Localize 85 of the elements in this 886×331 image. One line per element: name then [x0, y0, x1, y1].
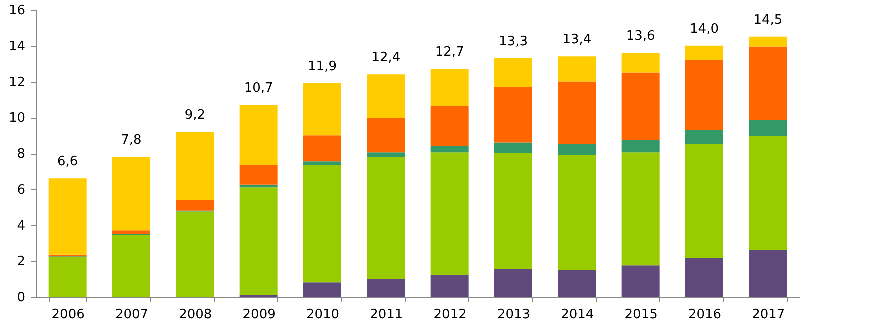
x-tick-label: 2017 [752, 308, 786, 322]
bar [240, 105, 278, 166]
bar [367, 157, 406, 280]
bar [749, 46, 788, 120]
bar [112, 235, 150, 297]
bar [494, 58, 532, 88]
bar [749, 36, 788, 47]
bar [367, 279, 406, 297]
total-label: 14,5 [754, 12, 783, 28]
x-tick-label: 2007 [115, 308, 149, 322]
bar [48, 178, 87, 255]
bar [430, 146, 469, 153]
bar [558, 56, 596, 82]
bar [494, 154, 532, 270]
bar [686, 144, 724, 258]
total-label: 9,2 [184, 108, 206, 123]
y-tick-label: 10 [8, 111, 26, 126]
x-tick-label: 2008 [179, 308, 212, 322]
bar [686, 258, 724, 297]
bar [304, 162, 342, 166]
bar [558, 270, 596, 297]
bar [48, 258, 87, 297]
bar [240, 188, 278, 296]
x-tick-label: 2006 [52, 308, 85, 322]
y-tick-label: 0 [17, 290, 26, 306]
bar [304, 165, 342, 283]
x-tick-label: 2013 [497, 308, 531, 322]
bar [558, 144, 596, 156]
bar [749, 120, 788, 136]
x-tick-label: 2014 [561, 308, 594, 322]
bar [430, 152, 469, 276]
bar [622, 266, 660, 297]
bar [112, 157, 150, 231]
total-label: 11,9 [308, 60, 337, 75]
bar [304, 84, 342, 136]
bar [304, 136, 342, 162]
bar [240, 165, 278, 185]
total-label: 6,6 [57, 154, 78, 170]
bar [622, 53, 660, 73]
bar [494, 142, 532, 154]
y-tick-label: 4 [17, 218, 26, 234]
total-label: 7,8 [121, 133, 142, 148]
bar [430, 106, 469, 146]
bar [367, 118, 406, 153]
total-label: 12,4 [372, 50, 401, 66]
y-tick-label: 16 [8, 4, 26, 18]
total-label: 14,0 [690, 22, 719, 37]
bar [749, 250, 788, 297]
bar [367, 74, 406, 119]
bar [686, 46, 724, 60]
bar [176, 200, 214, 211]
bar [494, 87, 532, 143]
y-tick-label: 12 [8, 75, 26, 90]
bar [558, 155, 596, 270]
total-label: 13,6 [626, 29, 656, 44]
bar [749, 136, 788, 250]
bar [430, 69, 469, 106]
total-label: 13,4 [562, 32, 592, 48]
y-tick-label: 14 [8, 39, 26, 54]
bar [622, 140, 660, 153]
total-label: 12,7 [435, 45, 464, 60]
bar [622, 152, 660, 266]
total-label: 13,3 [499, 34, 528, 50]
y-tick-label: 8 [17, 147, 26, 162]
bar [176, 132, 214, 200]
y-tick-label: 2 [17, 254, 26, 270]
bar [686, 60, 724, 130]
bar [622, 72, 660, 140]
bar [176, 212, 214, 297]
bar [494, 269, 532, 297]
bar [112, 230, 150, 234]
x-tick-label: 2009 [242, 308, 276, 322]
bar [430, 275, 469, 297]
x-tick-label: 2010 [306, 308, 340, 322]
x-tick-label: 2015 [624, 308, 658, 322]
bar [367, 152, 406, 158]
bar [304, 282, 342, 297]
x-tick-label: 2012 [434, 308, 467, 322]
x-tick-label: 2016 [688, 308, 722, 322]
y-tick-label: 6 [17, 182, 26, 198]
bar [686, 130, 724, 145]
x-tick-label: 2011 [370, 308, 404, 322]
total-label: 10,7 [244, 81, 274, 96]
bar [558, 82, 596, 145]
bar [240, 184, 278, 188]
